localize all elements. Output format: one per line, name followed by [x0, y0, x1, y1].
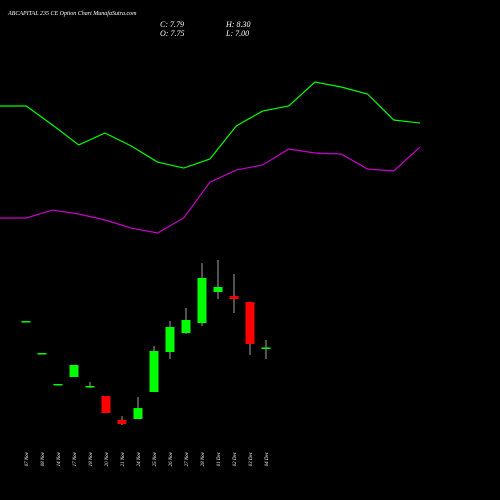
x-tick-label: 07 Nov [25, 451, 30, 466]
candle-body [21, 321, 31, 323]
candle-body [133, 408, 143, 420]
x-tick-label: 02 Dec [233, 451, 238, 466]
candle-body [245, 302, 255, 344]
candle-body [85, 386, 95, 388]
indicator-line [0, 81, 421, 169]
x-tick-label: 28 Nov [201, 451, 206, 466]
x-tick-label: 24 Nov [137, 451, 142, 466]
candle-body [165, 327, 175, 352]
candle-body [101, 396, 111, 414]
candle-body [69, 364, 79, 377]
open-label: O: 7.75 [160, 29, 184, 38]
x-tick-label: 03 Dec [249, 451, 254, 466]
candle-body [197, 277, 207, 324]
candle-body [37, 353, 47, 355]
x-tick-label: 17 Nov [73, 451, 78, 466]
candle-body [53, 383, 63, 386]
candle-body [181, 320, 191, 334]
indicator-line [0, 146, 421, 234]
x-tick-label: 14 Nov [57, 451, 62, 466]
close-label: C: 7.79 [160, 20, 184, 29]
x-tick-label: 04 Dec [265, 451, 270, 466]
x-tick-label: 20 Nov [105, 451, 110, 466]
candle-body [261, 347, 271, 349]
x-tick-label: 08 Nov [41, 451, 46, 466]
candle-body [117, 420, 127, 424]
x-tick-label: 26 Nov [169, 451, 174, 466]
x-tick-label: 18 Nov [89, 451, 94, 466]
low-label: L: 7.00 [225, 29, 249, 38]
x-tick-label: 21 Nov [121, 451, 126, 466]
candle-body [229, 296, 239, 299]
candle-body [213, 287, 223, 292]
candle-body [149, 350, 159, 392]
x-tick-label: 25 Nov [153, 451, 158, 466]
x-tick-label: 27 Nov [185, 451, 190, 466]
x-tick-label: 01 Dec [217, 451, 222, 466]
high-label: H: 8.30 [225, 20, 250, 29]
chart-title: ABCAPITAL 235 CE Option Chart MunafaSutr… [7, 10, 137, 17]
